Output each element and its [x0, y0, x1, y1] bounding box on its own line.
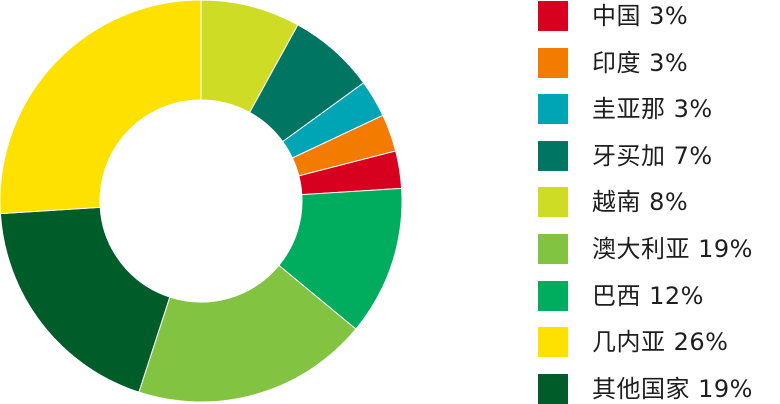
legend-swatch: [538, 327, 568, 358]
legend-swatch: [538, 373, 568, 404]
legend-item: 越南 8%: [538, 187, 689, 218]
legend-item: 其他国家 19%: [538, 373, 753, 404]
pie-slice-澳大利亚: [138, 264, 357, 403]
legend-item: 巴西 12%: [538, 280, 704, 311]
pie-slice-几内亚: [0, 0, 202, 215]
legend-swatch: [538, 47, 568, 78]
legend-item: 澳大利亚 19%: [538, 234, 753, 264]
legend-item: 印度 3%: [538, 47, 689, 78]
chart-legend: 中国 3% 印度 3% 圭亚那 3% 牙买加 7% 越南 8% 澳大利亚 19% 巴西 12…: [538, 0, 780, 404]
legend-item: 中国 3%: [538, 1, 688, 31]
legend-item: 几内亚 26%: [538, 327, 729, 358]
legend-label: 中国 3%: [592, 2, 689, 30]
legend-swatch: [538, 187, 568, 218]
legend-swatch: [538, 234, 568, 264]
legend-swatch: [538, 94, 568, 125]
legend-label: 澳大利亚 19%: [592, 235, 753, 263]
legend-label: 几内亚 26%: [592, 328, 729, 357]
legend-swatch: [538, 140, 568, 171]
pie-slice-其他国家: [0, 206, 171, 393]
legend-label: 越南 8%: [592, 188, 689, 217]
legend-item: 牙买加 7%: [538, 140, 713, 171]
donut-chart: [0, 0, 403, 403]
legend-label: 牙买加 7%: [592, 141, 713, 170]
legend-label: 印度 3%: [592, 48, 689, 77]
legend-label: 圭亚那 3%: [592, 95, 713, 124]
legend-label: 巴西 12%: [592, 281, 704, 310]
legend-swatch: [538, 280, 568, 311]
legend-swatch: [538, 1, 568, 31]
legend-label: 其他国家 19%: [592, 374, 753, 403]
legend-item: 圭亚那 3%: [538, 94, 713, 125]
